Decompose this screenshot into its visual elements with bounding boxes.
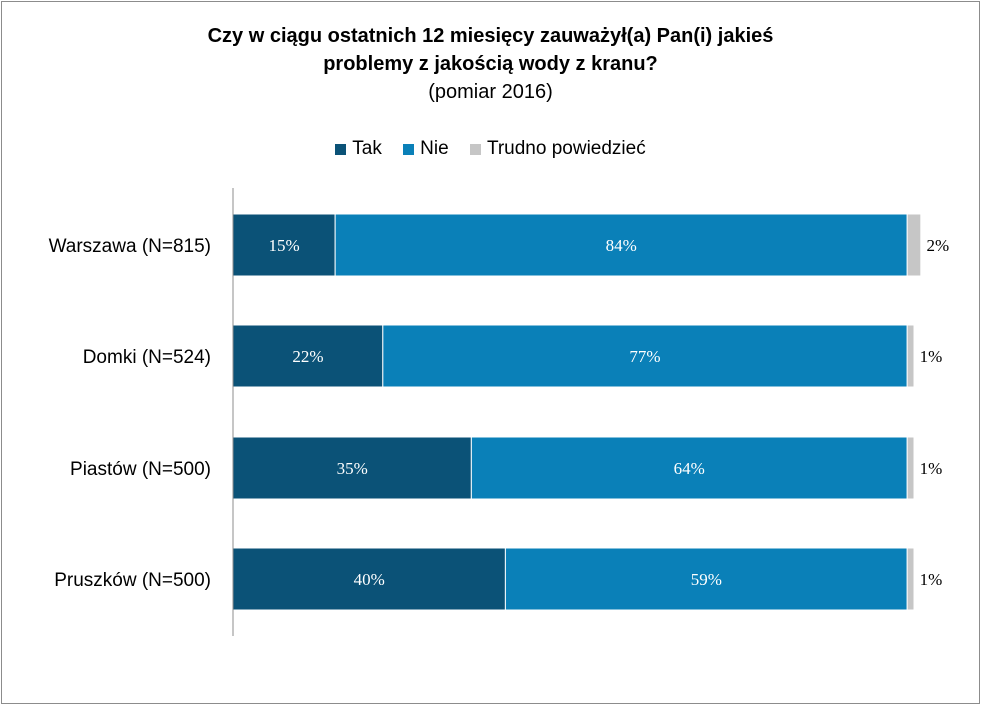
data-label-row-1-series-1: 77%	[629, 347, 660, 366]
data-label-row-3-series-1: 59%	[691, 570, 722, 589]
category-label-1: Domki (N=524)	[83, 347, 211, 368]
legend-item-trudno: Trudno powiedzieć	[469, 138, 646, 160]
bar-row-1-series-2	[906, 324, 915, 388]
bar-row-3-series-2	[906, 547, 915, 611]
legend-label-trudno: Trudno powiedzieć	[486, 138, 646, 159]
legend-swatch-nie	[403, 143, 415, 155]
data-label-row-3-series-0: 40%	[354, 570, 385, 589]
category-label-0: Warszawa (N=815)	[49, 236, 211, 257]
bar-row-1-series-0	[232, 324, 384, 388]
bar-row-0-series-2	[906, 213, 922, 277]
bar-row-0-series-0	[232, 213, 336, 277]
chart-title: Czy w ciągu ostatnich 12 miesięcy zauważ…	[0, 22, 981, 106]
bar-row-2-series-0	[232, 436, 472, 500]
category-label-3: Pruszków (N=500)	[54, 570, 211, 591]
legend-item-nie: Nie	[403, 138, 449, 160]
chart-title-line-1: Czy w ciągu ostatnich 12 miesięcy zauważ…	[207, 25, 774, 47]
chart-title-line-2: problemy z jakością wody z kranu?	[323, 53, 658, 75]
chart-legend: Tak Nie Trudno powiedzieć	[0, 138, 981, 161]
legend-item-tak: Tak	[335, 138, 382, 160]
data-label-row-0-series-1: 84%	[606, 236, 637, 255]
data-label-row-1-series-0: 22%	[292, 347, 323, 366]
legend-label-nie: Nie	[420, 138, 449, 159]
data-label-row-2-series-0: 35%	[337, 459, 368, 478]
category-label-2: Piastów (N=500)	[70, 459, 211, 480]
bar-row-2-series-1	[470, 436, 908, 500]
data-label-row-1-series-2: 1%	[920, 347, 943, 366]
legend-swatch-trudno	[469, 143, 481, 155]
bar-row-2-series-2	[906, 436, 915, 500]
legend-swatch-tak	[335, 143, 347, 155]
data-label-row-0-series-0: 15%	[268, 236, 299, 255]
data-label-row-2-series-1: 64%	[674, 459, 705, 478]
chart-subtitle: (pomiar 2016)	[428, 81, 553, 103]
data-label-row-0-series-2: 2%	[926, 236, 949, 255]
bar-row-3-series-1	[504, 547, 908, 611]
bar-row-0-series-1	[334, 213, 908, 277]
bar-row-1-series-1	[382, 324, 908, 388]
data-label-row-3-series-2: 1%	[920, 570, 943, 589]
legend-label-tak: Tak	[352, 138, 382, 159]
data-label-row-2-series-2: 1%	[920, 459, 943, 478]
